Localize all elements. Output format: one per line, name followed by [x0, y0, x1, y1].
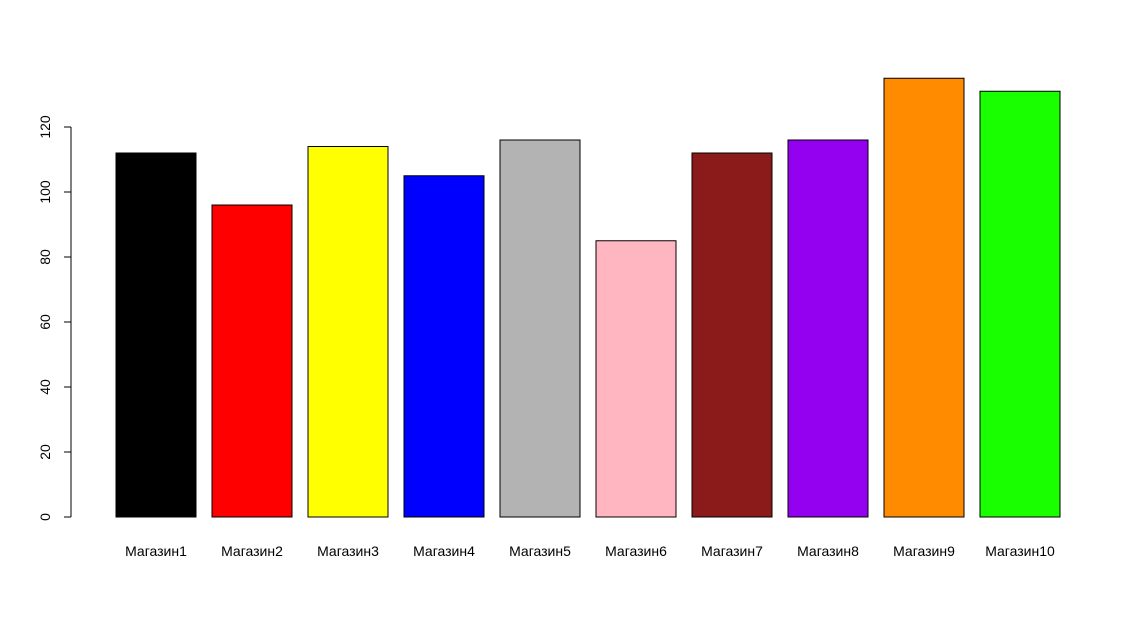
y-tick-label: 100	[37, 180, 53, 204]
bar-2	[211, 204, 293, 518]
bar-10	[979, 90, 1061, 518]
category-label: Магазин10	[985, 543, 1055, 559]
category-label: Магазин9	[893, 543, 955, 559]
bar-6	[595, 240, 677, 518]
category-label: Магазин7	[701, 543, 763, 559]
y-tick-label: 120	[37, 115, 53, 139]
bar-5	[499, 139, 581, 518]
category-label: Магазин1	[125, 543, 187, 559]
bar-8	[787, 139, 869, 518]
category-label: Магазин8	[797, 543, 859, 559]
y-tick-label: 0	[37, 513, 53, 521]
bars-group	[115, 77, 1061, 518]
category-label: Магазин4	[413, 543, 475, 559]
category-label: Магазин2	[221, 543, 283, 559]
category-label: Магазин3	[317, 543, 379, 559]
category-label: Магазин6	[605, 543, 667, 559]
y-tick-label: 80	[37, 249, 53, 265]
bar-9	[883, 77, 965, 518]
bar-1	[115, 152, 197, 518]
bar-7	[691, 152, 773, 518]
y-tick-label: 60	[37, 314, 53, 330]
bar-3	[307, 146, 389, 518]
category-label: Магазин5	[509, 543, 571, 559]
y-tick-label: 40	[37, 379, 53, 395]
y-tick-label: 20	[37, 444, 53, 460]
y-axis: 0 20 40 60 80 100 120	[37, 115, 72, 521]
bar-4	[403, 175, 485, 518]
x-labels-group: Магазин1 Магазин2 Магазин3 Магазин4 Магазин5…	[125, 543, 1055, 559]
